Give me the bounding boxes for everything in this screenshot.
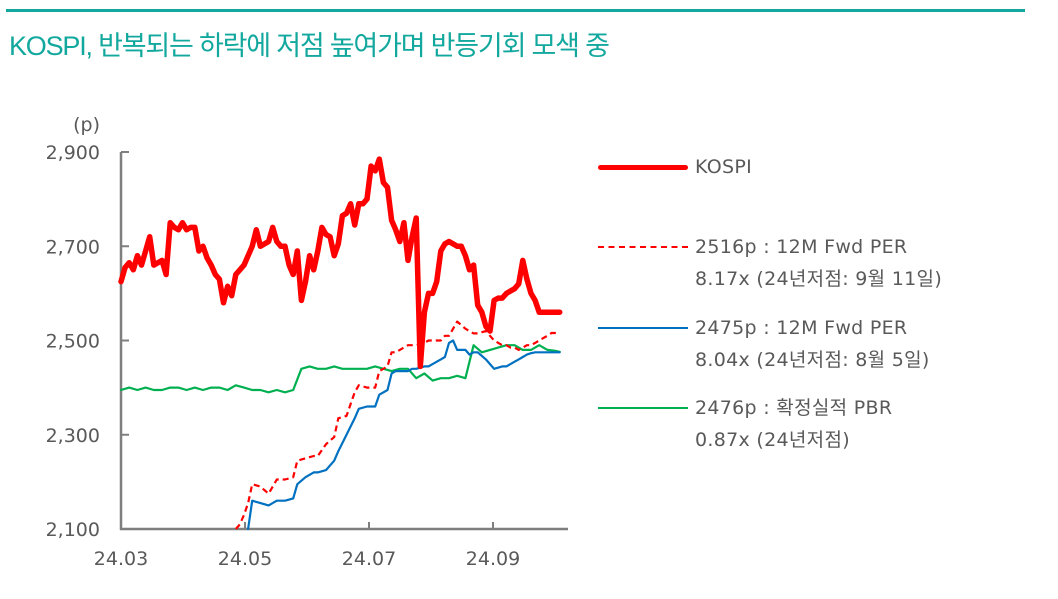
x-axis: 24.03 24.05 24.07 24.09 <box>94 522 568 570</box>
legend-sublabel: 8.04x (24년저점: 8월 5일) <box>695 349 930 371</box>
y-tick-label: 2,100 <box>46 519 100 541</box>
y-tick-label: 2,700 <box>46 236 100 258</box>
legend-label: 2516p : 12M Fwd PER <box>695 236 908 258</box>
legend-label: 2476p : 확정실적 PBR <box>695 397 893 419</box>
series-line <box>234 320 560 530</box>
chart-title: KOSPI, 반복되는 하락에 저점 높여가며 반등기회 모색 중 <box>9 31 610 61</box>
y-unit-label: (p) <box>73 114 100 136</box>
legend-swatch-kospi <box>598 165 688 170</box>
series-line <box>118 156 563 370</box>
series-line <box>247 339 561 531</box>
x-tick-label: 24.03 <box>94 548 148 570</box>
legend-swatch-green <box>598 407 688 409</box>
top-rule <box>6 9 1025 12</box>
series-group <box>118 156 563 531</box>
legend-sublabel: 0.87x (24년저점) <box>695 429 850 451</box>
legend-label: 2475p : 12M Fwd PER <box>695 317 908 339</box>
x-tick-label: 24.07 <box>342 548 396 570</box>
legend-swatch-blue <box>598 327 688 329</box>
legend-sublabel: 8.17x (24년저점: 9월 11일) <box>695 268 943 290</box>
legend-label: KOSPI <box>695 156 752 178</box>
x-tick-label: 24.09 <box>466 548 520 570</box>
y-tick-label: 2,900 <box>46 142 100 164</box>
x-tick-label: 24.05 <box>218 548 272 570</box>
y-tick-label: 2,300 <box>46 425 100 447</box>
y-axis: 2,100 2,300 2,500 2,700 2,900 <box>46 142 129 541</box>
legend-swatch-dashed-red <box>598 246 688 248</box>
series-line <box>119 344 561 394</box>
y-tick-label: 2,500 <box>46 331 100 353</box>
